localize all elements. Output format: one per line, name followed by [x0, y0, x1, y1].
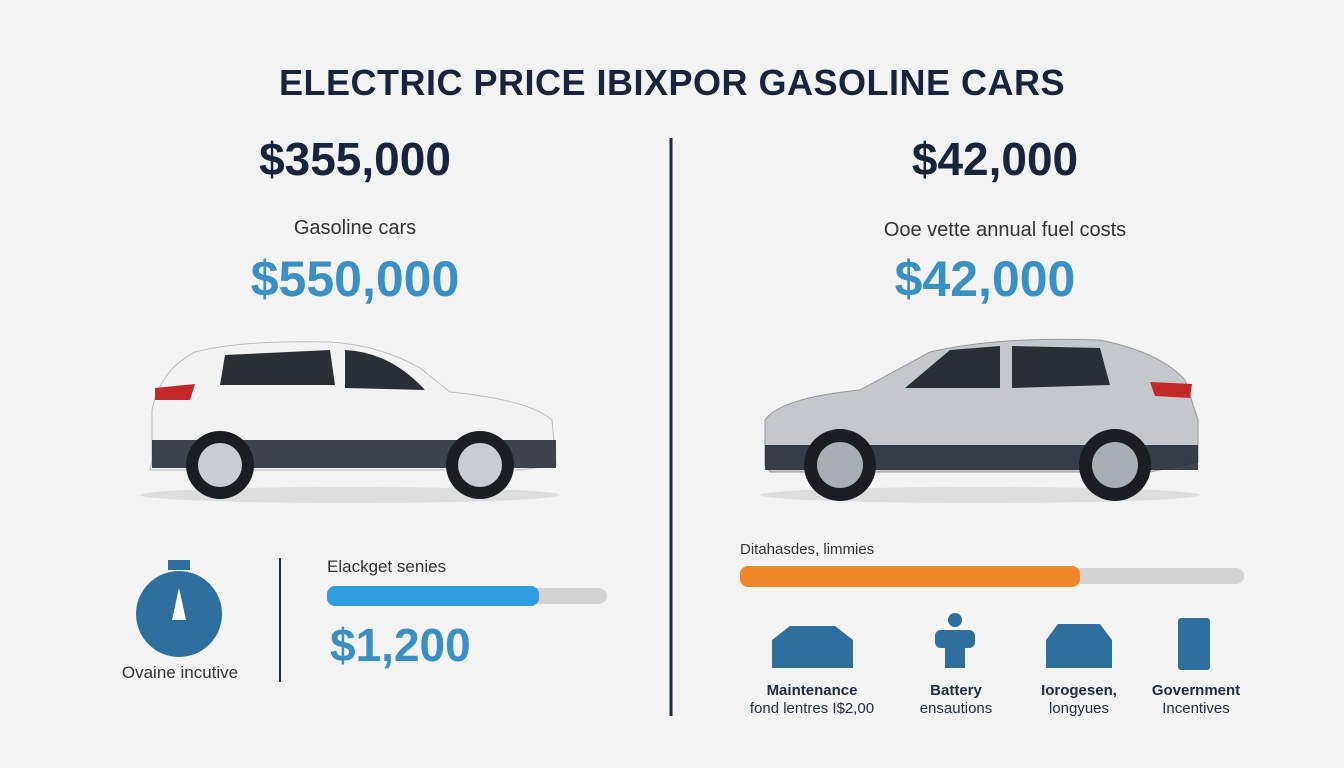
left-bar-value: $1,200 — [330, 619, 471, 671]
left-car — [140, 341, 560, 503]
icon-label: Incentives — [1162, 700, 1230, 717]
feature-icons — [772, 613, 1210, 670]
icon-label: fond lentres I$2,00 — [749, 700, 875, 717]
left-price-secondary: $550,000 — [250, 251, 460, 307]
right-price: $42,000 — [911, 133, 1079, 185]
right-bar-label: Ditahasdes, limmies — [740, 541, 875, 558]
right-car — [760, 338, 1200, 503]
icon-label: Battery — [930, 682, 982, 699]
right-bar-fill — [740, 566, 1080, 587]
left-price: $355,000 — [259, 133, 451, 185]
icon-label: Iorogesen, — [1041, 682, 1117, 699]
icon-label: Government — [1151, 682, 1241, 699]
stopwatch-icon — [136, 560, 222, 657]
left-bar-fill — [327, 586, 539, 606]
left-label: Gasoline cars — [293, 217, 417, 239]
right-label: Ooe vette annual fuel costs — [883, 219, 1127, 241]
right-price-secondary: $42,000 — [894, 251, 1076, 307]
left-bar-label: Elackget senies — [327, 557, 447, 576]
icon-label: ensautions — [919, 700, 993, 717]
title: ELECTRIC PRICE IBIXPOR GASOLINE CARS — [278, 62, 1066, 103]
icon-label: longyues — [1048, 700, 1110, 717]
incentive-label: Ovaine incutive — [121, 663, 239, 682]
icon-label: Maintenance — [766, 682, 858, 699]
